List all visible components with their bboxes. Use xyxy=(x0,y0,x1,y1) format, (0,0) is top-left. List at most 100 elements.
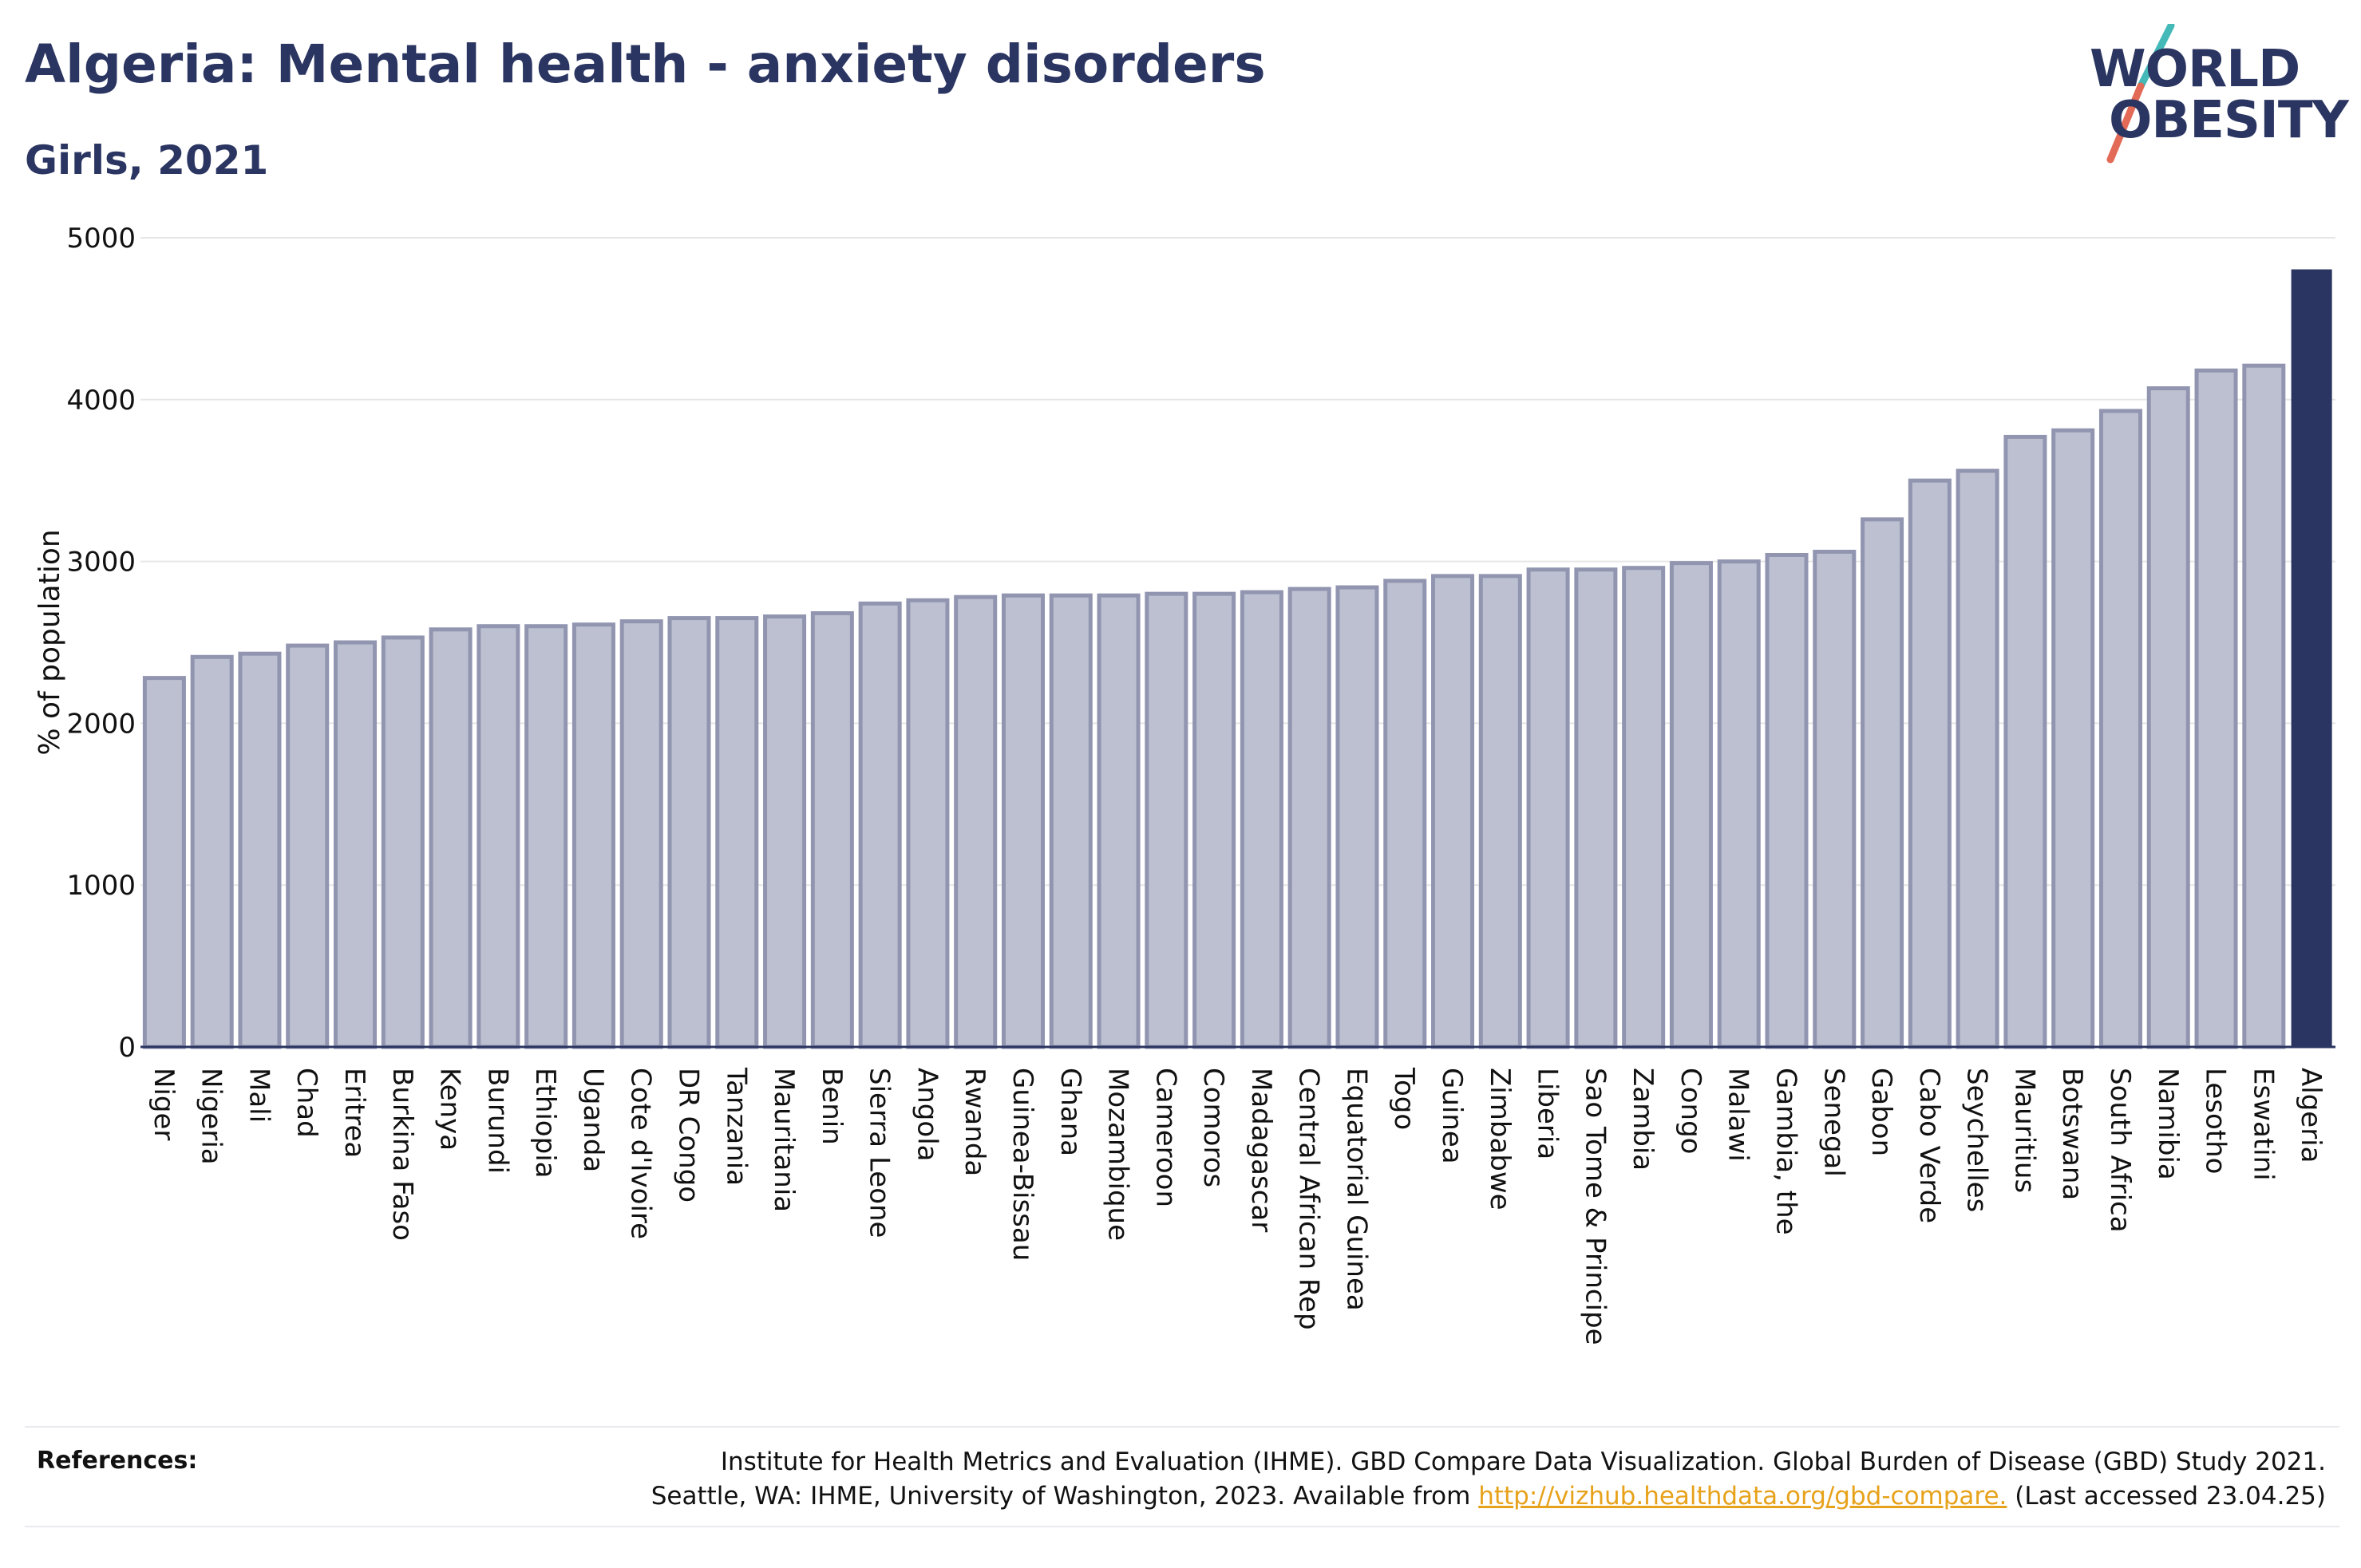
bar xyxy=(1526,567,1570,1049)
x-tick-label: Mali xyxy=(243,1068,275,1123)
references-line-2-prefix: Seattle, WA: IHME, University of Washing… xyxy=(651,1482,1479,1511)
bar xyxy=(286,643,330,1049)
bar xyxy=(1622,566,1666,1049)
bar xyxy=(1145,591,1188,1049)
bar xyxy=(1813,549,1857,1049)
x-tick-label: Benin xyxy=(816,1068,848,1145)
x-tick-label: Uganda xyxy=(577,1068,609,1172)
bar xyxy=(763,614,807,1049)
x-tick-label: Botswana xyxy=(2056,1068,2088,1200)
x-tick-label: Comoros xyxy=(1197,1068,1229,1187)
bar xyxy=(2194,368,2238,1049)
x-tick-labels: Niger Nigeria Mali Chad Eritrea Burkina Faso K… xyxy=(148,1067,2327,1345)
x-tick-label: Guinea xyxy=(1436,1068,1468,1164)
bar xyxy=(954,594,998,1049)
x-tick-label: Chad xyxy=(291,1068,322,1138)
y-tick-labels: 0 1000 2000 3000 4000 5000 xyxy=(66,223,136,1064)
x-tick-label: Algeria xyxy=(2295,1068,2327,1163)
x-tick-label: Gabon xyxy=(1865,1068,1897,1156)
references-text: Institute for Health Metrics and Evaluat… xyxy=(410,1445,2326,1514)
x-tick-label: Liberia xyxy=(1532,1068,1564,1159)
bar xyxy=(1956,468,1999,1049)
world-obesity-logo: WORLD OBESITY xyxy=(2075,24,2349,168)
bar xyxy=(1574,567,1618,1049)
bar xyxy=(715,616,759,1049)
logo-word-world: WORLD xyxy=(2090,40,2300,99)
x-tick-label: Senegal xyxy=(1817,1068,1849,1177)
references-line-1: Institute for Health Metrics and Evaluat… xyxy=(720,1448,2326,1476)
x-tick-label: Gambia, the xyxy=(1770,1068,1802,1235)
bar-highlighted xyxy=(2291,269,2332,1048)
x-tick-label: Guinea-Bissau xyxy=(1006,1068,1038,1261)
x-tick-label: Mozambique xyxy=(1102,1068,1134,1241)
x-tick-label: Congo xyxy=(1675,1068,1706,1154)
x-tick-label: Eritrea xyxy=(338,1068,370,1158)
bar xyxy=(2242,363,2286,1049)
bar xyxy=(2098,409,2142,1049)
y-axis-label: % of population xyxy=(34,529,66,755)
logo-word-obesity: OBESITY xyxy=(2109,91,2349,150)
bar xyxy=(1861,517,1904,1049)
bar xyxy=(1287,587,1331,1049)
x-tick-label: Nigeria xyxy=(196,1068,227,1165)
references-bottom-rule xyxy=(25,1526,2339,1527)
bar xyxy=(1717,559,1761,1049)
x-tick-label: Cote d'Ivoire xyxy=(625,1068,657,1239)
x-tick-label: Seychelles xyxy=(1961,1068,1993,1212)
bar xyxy=(524,624,568,1049)
x-tick-label: Togo xyxy=(1388,1067,1420,1130)
bar xyxy=(2051,428,2095,1049)
bars xyxy=(142,269,2332,1049)
x-tick-label: Sao Tome & Principe xyxy=(1579,1068,1611,1345)
bar xyxy=(1192,591,1236,1049)
references-label: References: xyxy=(37,1447,198,1475)
x-tick-label: Mauritania xyxy=(768,1068,800,1212)
bar xyxy=(858,601,902,1049)
chart-subtitle: Girls, 2021 xyxy=(25,137,269,184)
x-tick-label: Malawi xyxy=(1722,1068,1754,1162)
bar xyxy=(1001,593,1045,1049)
x-tick-label: Ghana xyxy=(1054,1068,1086,1156)
bar xyxy=(1049,593,1093,1049)
x-tick-label: Cabo Verde xyxy=(1913,1068,1945,1223)
bar xyxy=(1478,574,1522,1049)
bar xyxy=(1240,590,1283,1049)
x-tick-label: Zimbabwe xyxy=(1484,1068,1516,1211)
bar xyxy=(1669,561,1713,1049)
x-tick-label: Rwanda xyxy=(959,1068,991,1176)
x-tick-label: South Africa xyxy=(2104,1068,2136,1233)
x-tick-label: Niger xyxy=(148,1068,180,1140)
references-line-2: Seattle, WA: IHME, University of Washing… xyxy=(410,1479,2326,1514)
bar-chart: 0 1000 2000 3000 4000 5000 Niger Nigeria Mali Ch… xyxy=(34,223,2335,1345)
x-tick-label: Sierra Leone xyxy=(864,1068,896,1238)
bar xyxy=(142,676,186,1049)
x-tick-label: Kenya xyxy=(434,1068,466,1151)
x-tick-label: Mauritius xyxy=(2008,1068,2040,1193)
references-link[interactable]: http://vizhub.healthdata.org/gbd-compare… xyxy=(1478,1482,2007,1511)
y-tick-label: 1000 xyxy=(66,870,136,902)
bar xyxy=(1765,552,1809,1049)
x-tick-label: Burundi xyxy=(481,1068,513,1174)
bar xyxy=(1383,579,1427,1049)
x-tick-label: Angola xyxy=(911,1068,943,1161)
chart-title: Algeria: Mental health - anxiety disorde… xyxy=(25,34,1266,95)
x-tick-label: Namibia xyxy=(2152,1068,2184,1180)
references-line-2-suffix: (Last accessed 23.04.25) xyxy=(2007,1482,2326,1511)
bar xyxy=(906,598,950,1049)
x-tick-label: Cameroon xyxy=(1149,1068,1181,1207)
bar xyxy=(1908,478,1952,1049)
bar xyxy=(2146,386,2190,1049)
x-tick-label: Central African Rep xyxy=(1293,1068,1325,1330)
x-tick-label: Tanzania xyxy=(720,1067,752,1186)
y-tick-label: 0 xyxy=(118,1032,136,1064)
bar xyxy=(810,610,854,1049)
bar xyxy=(2003,434,2047,1049)
bar xyxy=(429,627,473,1049)
bar xyxy=(571,622,615,1049)
references-top-rule xyxy=(25,1426,2339,1428)
bar xyxy=(667,616,711,1049)
bar xyxy=(334,640,378,1049)
logo-slash-icon xyxy=(2106,24,2175,164)
bar xyxy=(1431,574,1475,1049)
x-tick-label: Burkina Faso xyxy=(386,1068,418,1241)
